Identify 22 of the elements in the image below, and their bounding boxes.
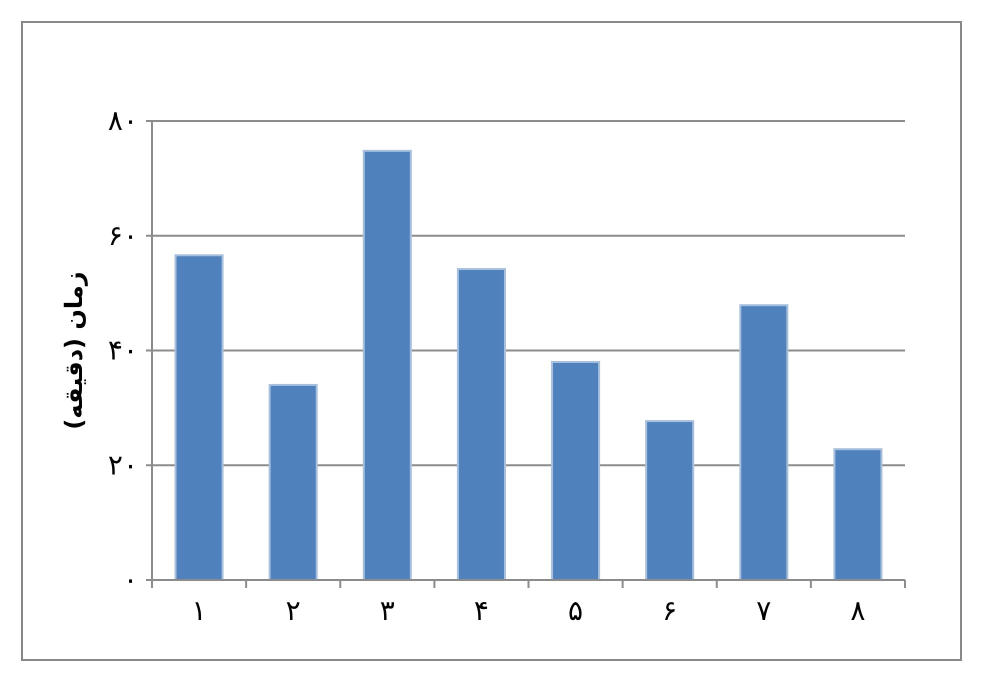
x-tick-label: ۵ [568,594,584,627]
bar [456,268,506,581]
x-tick-label: ۴ [474,594,489,627]
x-tick-label: ۲ [286,594,301,627]
bar [833,448,882,581]
y-tick-label: ۴۰ [108,334,138,366]
x-tick-label: ۶ [662,594,678,627]
bar [174,254,224,581]
x-tick-label: ۸ [850,594,866,627]
y-tick-label: ۸۰ [108,104,138,137]
bar [739,304,788,581]
x-tick-label: ۳ [380,594,395,627]
y-tick-label: ۶۰ [108,218,138,252]
bar [551,360,600,581]
y-tick-label: ۲۰ [108,448,138,482]
bar [362,150,412,581]
y-axis-title: زمان (دقیقه) [60,271,88,430]
x-tick-label: ۷ [756,594,772,627]
bar [645,420,694,581]
y-tick-label: ۰ [122,563,138,596]
bar [268,384,318,581]
x-tick-label: ۱ [192,594,207,627]
